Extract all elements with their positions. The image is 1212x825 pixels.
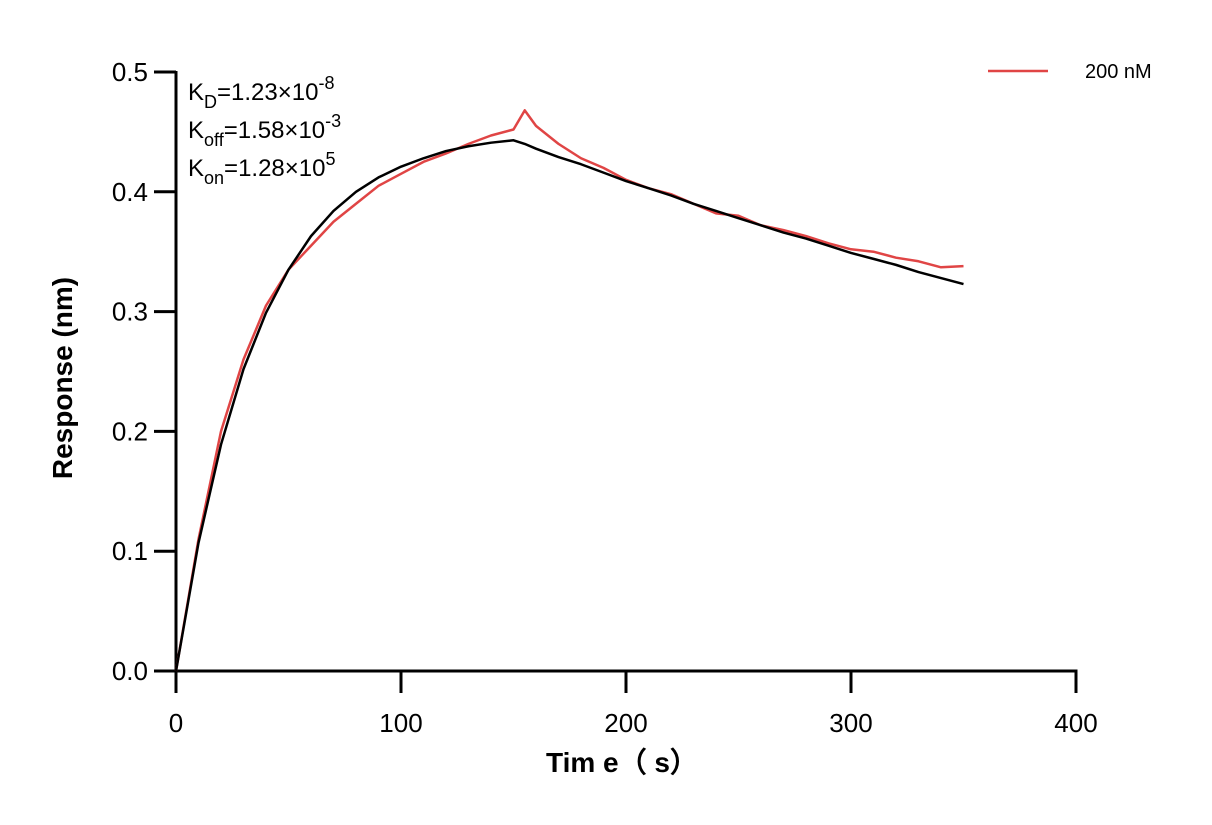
annotation-text: =1.23×10 <box>217 79 318 106</box>
x-tick-label: 300 <box>829 708 872 738</box>
x-tick-label: 400 <box>1054 708 1097 738</box>
annotation-text: =1.58×10 <box>224 117 325 144</box>
series-line <box>174 139 964 672</box>
legend-label: 200 nM <box>1085 61 1152 83</box>
annotation: KD=1.23×10-8 <box>188 73 334 112</box>
annotation-sup: 5 <box>325 149 335 169</box>
annotation: Kon=1.28×105 <box>188 149 336 188</box>
annotation-sub: on <box>204 168 224 188</box>
annotation-text: =1.28×10 <box>224 155 325 182</box>
annotation-base: K <box>188 79 204 106</box>
annotation: Koff=1.58×10-3 <box>188 111 341 150</box>
y-tick-label: 0.5 <box>112 57 148 87</box>
x-tick-label: 200 <box>604 708 647 738</box>
y-tick-label: 0.1 <box>112 536 148 566</box>
annotation-sup: -3 <box>325 111 341 131</box>
x-tick-label: 100 <box>379 708 422 738</box>
y-tick-label: 0.0 <box>112 656 148 686</box>
annotation-sub: off <box>204 130 225 150</box>
y-axis-title: Response (nm) <box>47 277 78 479</box>
x-axis-title: Tim e（ s） <box>546 746 698 778</box>
annotation-base: K <box>188 117 204 144</box>
y-tick-label: 0.2 <box>112 416 148 446</box>
annotation-base: K <box>188 155 204 182</box>
series-line <box>174 109 964 672</box>
x-tick-label: 0 <box>169 708 183 738</box>
y-tick-label: 0.3 <box>112 297 148 327</box>
annotation-sub: D <box>204 92 217 112</box>
annotation-sup: -8 <box>318 73 334 93</box>
y-tick-label: 0.4 <box>112 177 148 207</box>
